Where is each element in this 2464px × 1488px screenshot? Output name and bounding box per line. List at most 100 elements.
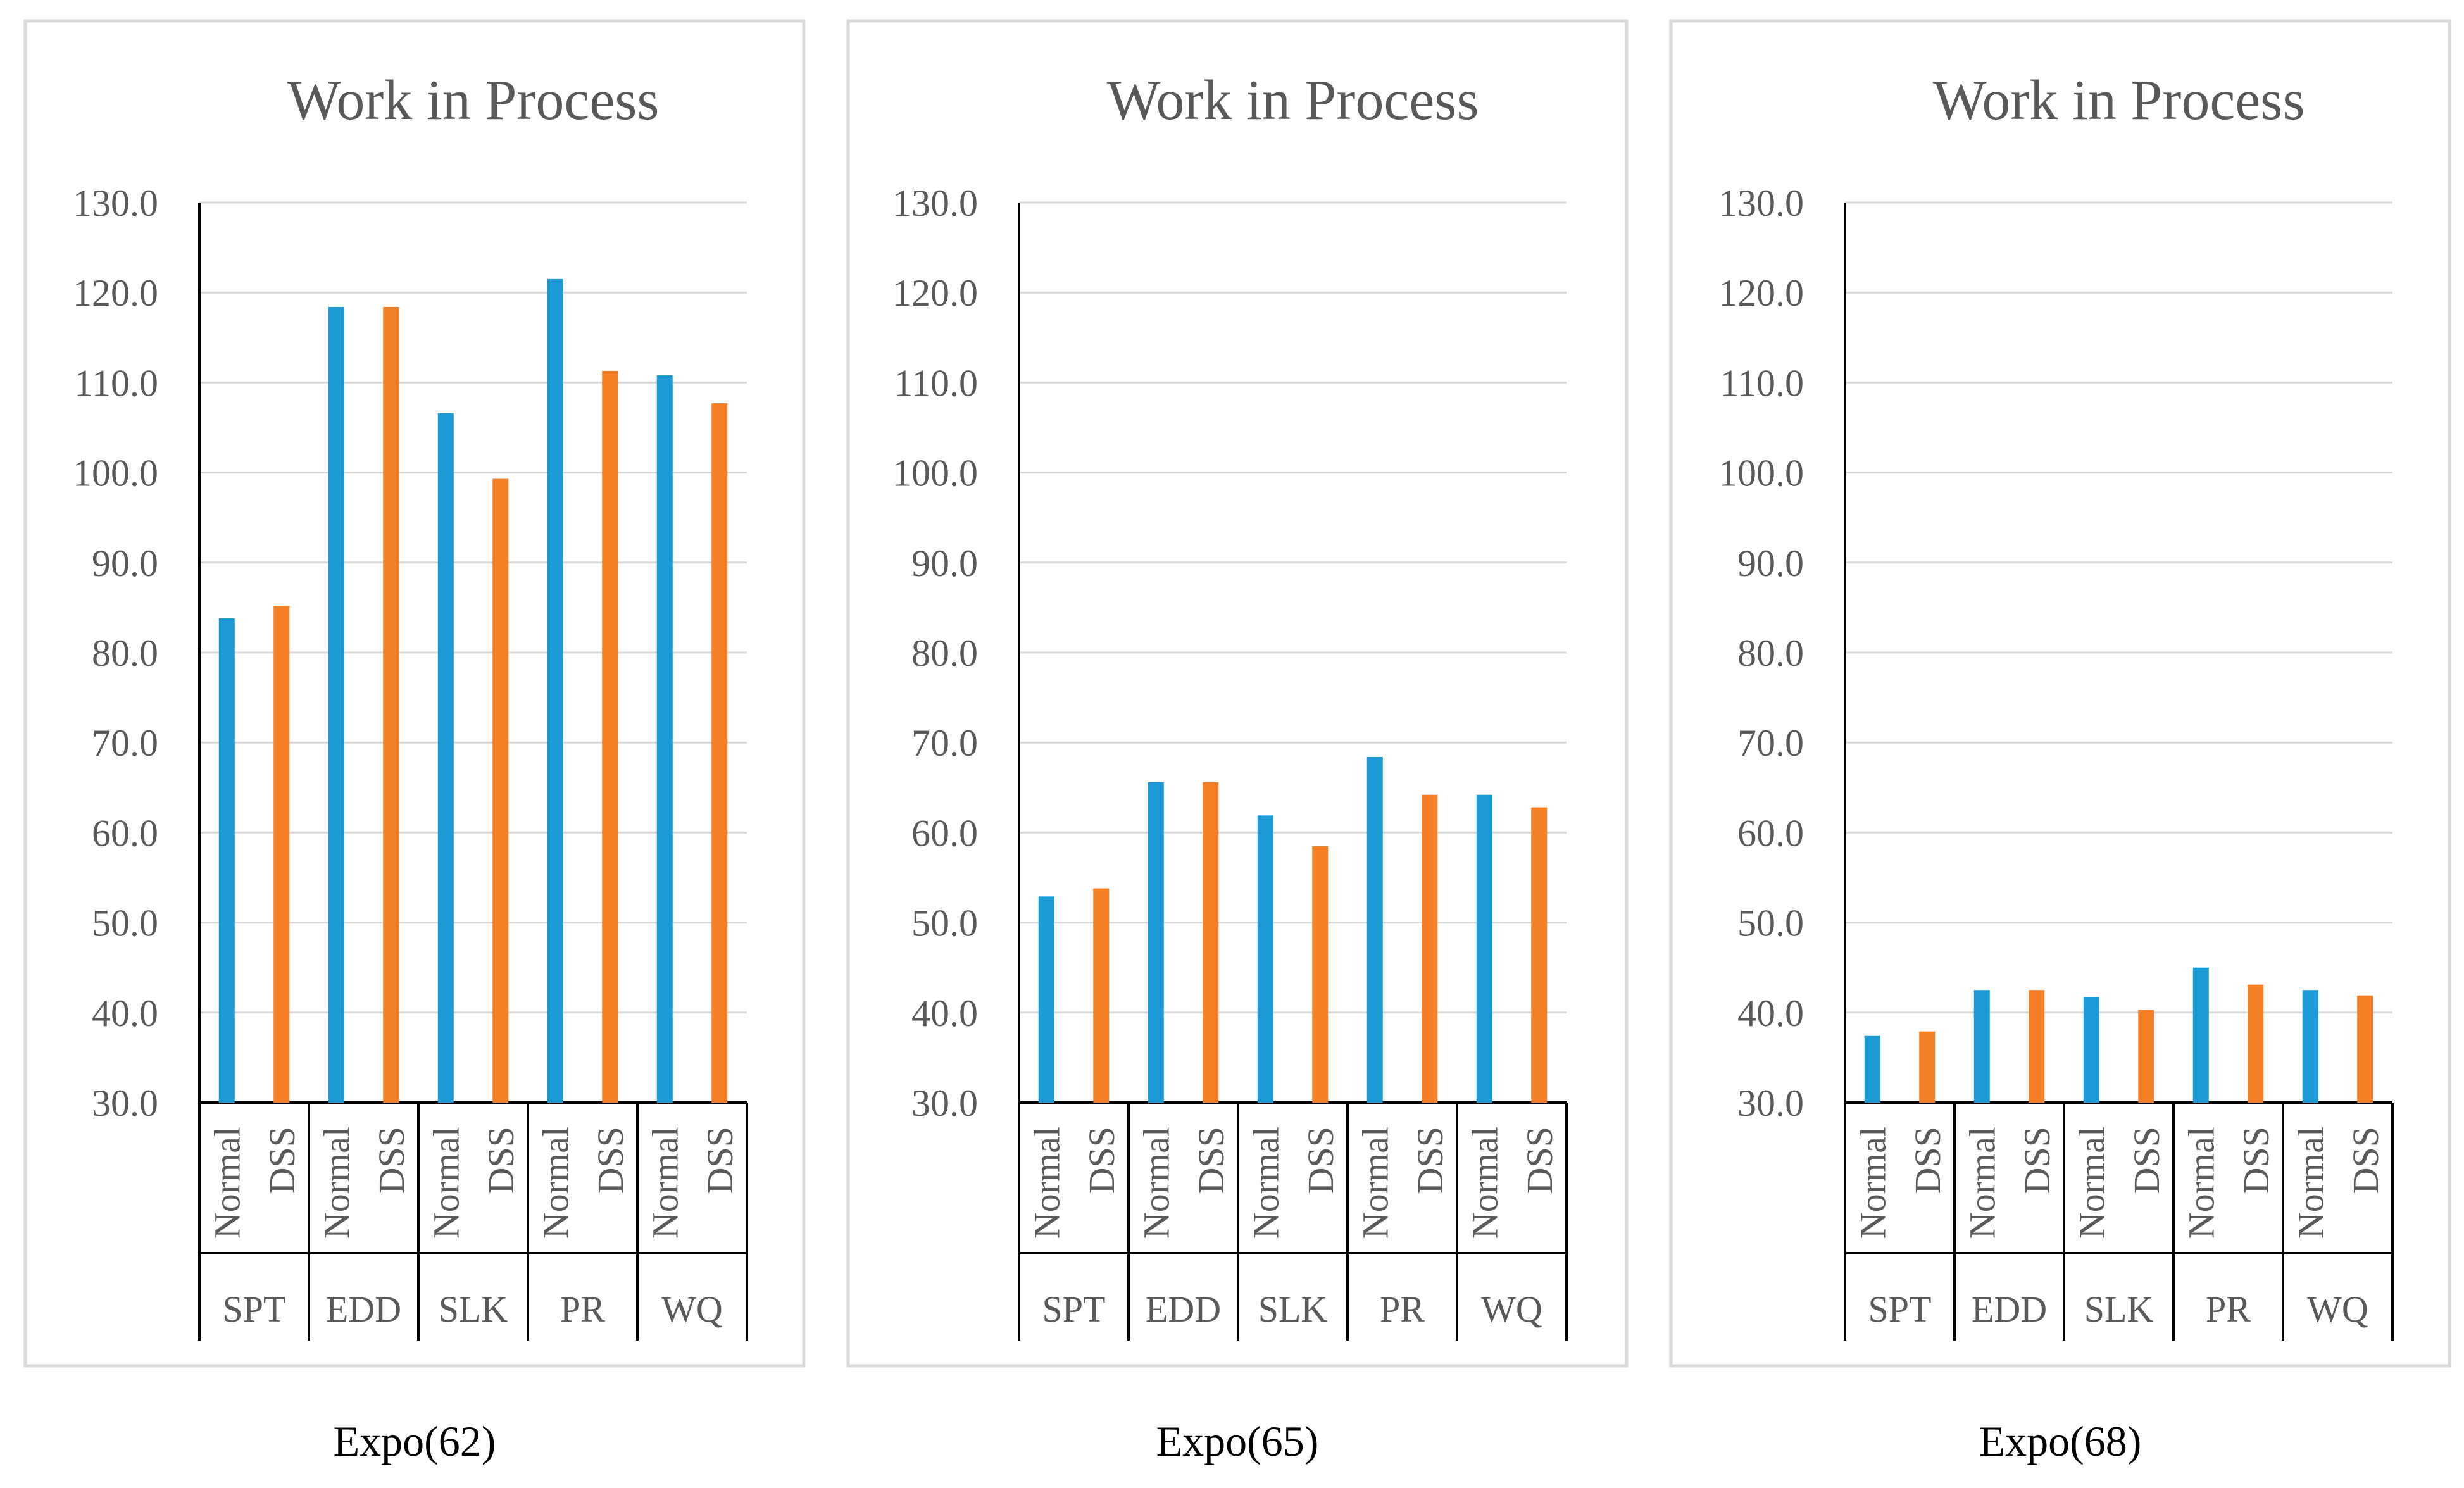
x-tick-label: DSS (2236, 1127, 2277, 1194)
bar-normal-wq (1476, 794, 1492, 1103)
group-label: WQ (661, 1289, 723, 1330)
bar-normal-spt (218, 618, 235, 1103)
y-tick-label: 100.0 (73, 453, 158, 494)
bar-normal-edd (328, 306, 344, 1103)
group-label: PR (2206, 1289, 2251, 1330)
bar-dss-edd (2029, 990, 2045, 1103)
bar-normal-wq (656, 375, 673, 1103)
bar-normal-pr (2192, 967, 2209, 1103)
x-tick-label: DSS (2017, 1127, 2058, 1194)
x-tick-label: Normal (1464, 1127, 1505, 1239)
y-tick-label: 70.0 (911, 722, 978, 764)
bar-dss-spt (273, 606, 290, 1103)
chart-title: Work in Process (1933, 69, 2305, 132)
x-tick-label: Normal (1026, 1127, 1067, 1239)
x-tick-label: Normal (2071, 1127, 2112, 1239)
bar-normal-spt (1038, 896, 1054, 1103)
y-tick-label: 60.0 (1737, 812, 1804, 854)
y-tick-label: 60.0 (911, 812, 978, 854)
y-tick-label: 120.0 (73, 272, 158, 314)
bar-dss-edd (383, 306, 399, 1103)
x-tick-label: Normal (316, 1127, 357, 1239)
x-tick-label: DSS (261, 1127, 303, 1194)
x-tick-label: Normal (1852, 1127, 1893, 1239)
y-tick-label: 30.0 (92, 1082, 158, 1124)
x-tick-label: Normal (1135, 1127, 1177, 1239)
x-tick-label: DSS (1081, 1127, 1122, 1194)
y-tick-label: 90.0 (1737, 542, 1804, 584)
x-tick-label: DSS (1410, 1127, 1451, 1194)
x-tick-label: DSS (480, 1127, 522, 1194)
x-tick-label: DSS (1907, 1127, 1948, 1194)
y-tick-label: 50.0 (92, 903, 158, 944)
x-tick-label: DSS (371, 1127, 412, 1194)
x-tick-label: Normal (2180, 1127, 2222, 1239)
group-label: SLK (2084, 1289, 2154, 1330)
bar-dss-edd (1203, 782, 1219, 1103)
y-tick-label: 70.0 (1737, 722, 1804, 764)
y-tick-label: 40.0 (92, 992, 158, 1034)
group-label: EDD (326, 1289, 401, 1330)
y-tick-label: 100.0 (1718, 453, 1804, 494)
bar-normal-edd (1148, 782, 1164, 1103)
y-tick-label: 50.0 (1737, 903, 1804, 944)
group-label: PR (560, 1289, 605, 1330)
bar-dss-pr (2248, 984, 2264, 1103)
group-label: EDD (1972, 1289, 2047, 1330)
bar-dss-wq (1531, 807, 1548, 1103)
y-tick-label: 60.0 (92, 812, 158, 854)
chart-frame (23, 19, 806, 1368)
x-tick-label: Normal (2290, 1127, 2331, 1239)
y-tick-label: 110.0 (74, 362, 158, 404)
y-tick-label: 50.0 (911, 903, 978, 944)
bar-normal-slk (2083, 997, 2099, 1103)
x-tick-label: DSS (2126, 1127, 2167, 1194)
chart-panel-3: Work in Process 30.0 40.0 50.0 60.0 70.0 80.0 9… (1669, 19, 2451, 1465)
chart-caption: Expo(62) (334, 1417, 496, 1465)
x-tick-label: Normal (1961, 1127, 2003, 1239)
y-tick-label: 90.0 (92, 542, 158, 584)
x-tick-label: Normal (206, 1127, 247, 1239)
x-tick-label: Normal (535, 1127, 576, 1239)
chart-title: Work in Process (1107, 69, 1479, 132)
x-tick-label: DSS (2345, 1127, 2386, 1194)
y-tick-label: 30.0 (1737, 1082, 1804, 1124)
bar-normal-spt (1864, 1035, 1880, 1103)
x-tick-label: Normal (1245, 1127, 1286, 1239)
group-label: SPT (1042, 1289, 1106, 1330)
chart-panel-1: Work in Process 30.0 40.0 50.0 60.0 70.0 80.0 9… (23, 19, 806, 1465)
chart-frame (1669, 19, 2451, 1368)
x-tick-label: DSS (1191, 1127, 1232, 1194)
bar-dss-wq (2357, 995, 2373, 1103)
y-tick-label: 40.0 (1737, 992, 1804, 1034)
bar-normal-slk (1257, 815, 1273, 1103)
bar-dss-slk (1312, 846, 1329, 1103)
x-tick-label: Normal (1354, 1127, 1396, 1239)
y-tick-label: 110.0 (1720, 362, 1804, 404)
bar-dss-spt (1919, 1031, 1936, 1103)
y-tick-label: 80.0 (1737, 632, 1804, 674)
bar-dss-wq (711, 403, 728, 1103)
y-tick-label: 100.0 (892, 453, 978, 494)
y-tick-label: 70.0 (92, 722, 158, 764)
y-tick-label: 40.0 (911, 992, 978, 1034)
bar-dss-slk (2138, 1010, 2154, 1103)
x-tick-label: DSS (1300, 1127, 1341, 1194)
group-label: SLK (439, 1289, 508, 1330)
y-tick-label: 130.0 (1718, 182, 1804, 224)
y-tick-label: 110.0 (894, 362, 978, 404)
y-tick-label: 80.0 (911, 632, 978, 674)
bar-normal-edd (1973, 990, 1990, 1103)
bar-normal-wq (2302, 990, 2318, 1103)
group-label: SPT (223, 1289, 286, 1330)
group-label: WQ (2307, 1289, 2368, 1330)
bar-dss-slk (492, 478, 509, 1103)
bar-dss-spt (1093, 888, 1110, 1103)
chart-title: Work in Process (287, 69, 660, 132)
bar-dss-pr (602, 370, 618, 1103)
y-tick-label: 120.0 (1718, 272, 1804, 314)
chart-panel-2: Work in Process 30.0 40.0 50.0 60.0 70.0 80.0 9… (846, 19, 1629, 1465)
y-tick-label: 130.0 (73, 182, 158, 224)
y-tick-label: 130.0 (892, 182, 978, 224)
